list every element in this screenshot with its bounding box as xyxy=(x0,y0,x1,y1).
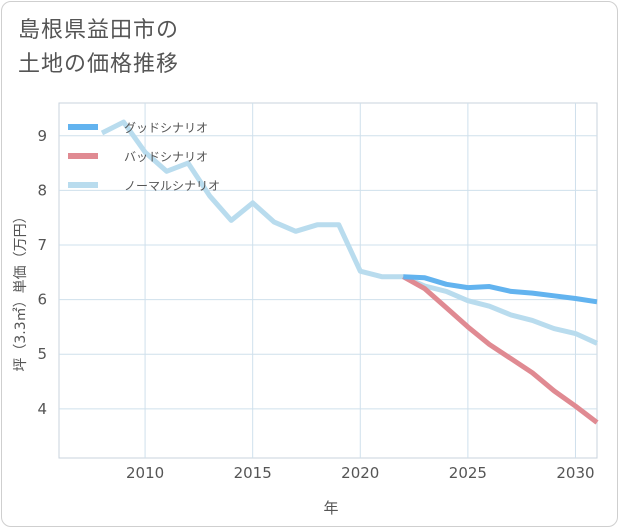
series-line-2 xyxy=(100,119,599,346)
y-axis-label: 坪（3.3㎡）単価（万円） xyxy=(13,209,29,371)
grid xyxy=(58,102,598,459)
legend-label-0: グッドシナリオ xyxy=(124,121,208,135)
title-line-1: 島根県益田市の xyxy=(18,18,180,43)
y-tick-label-7: 7 xyxy=(37,236,47,254)
legend-label-1: バッドシナリオ xyxy=(124,150,208,164)
x-tick-label-2030: 2030 xyxy=(556,464,594,482)
y-tick-label-5: 5 xyxy=(37,345,47,363)
series-line-1 xyxy=(402,274,599,425)
x-tick-label-2025: 2025 xyxy=(449,464,487,482)
y-tick-label-9: 9 xyxy=(37,127,47,145)
plot-border xyxy=(58,102,598,459)
x-tick-label-2015: 2015 xyxy=(234,464,272,482)
series-lines xyxy=(100,119,599,425)
axes: 2010 2015 2020 2025 2030 4 5 6 7 8 9 xyxy=(37,127,594,482)
x-tick-label-2020: 2020 xyxy=(341,464,379,482)
page-title: 島根県益田市の 土地の価格推移 xyxy=(18,14,179,82)
legend-label-2: ノーマルシナリオ xyxy=(124,179,220,193)
title-line-2: 土地の価格推移 xyxy=(18,52,180,77)
series-line-0 xyxy=(403,274,598,305)
y-tick-label-6: 6 xyxy=(37,291,47,309)
y-tick-label-4: 4 xyxy=(37,400,47,418)
y-tick-label-8: 8 xyxy=(37,181,47,199)
axis-labels: 年 坪（3.3㎡）単価（万円） xyxy=(13,209,339,517)
x-tick-label-2010: 2010 xyxy=(126,464,164,482)
x-axis-label: 年 xyxy=(323,499,338,517)
